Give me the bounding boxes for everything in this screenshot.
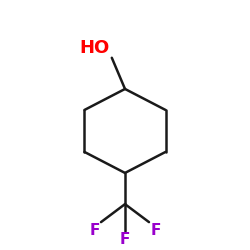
Text: F: F <box>120 232 130 247</box>
Text: F: F <box>90 223 100 238</box>
Text: HO: HO <box>79 38 110 56</box>
Text: F: F <box>150 223 160 238</box>
